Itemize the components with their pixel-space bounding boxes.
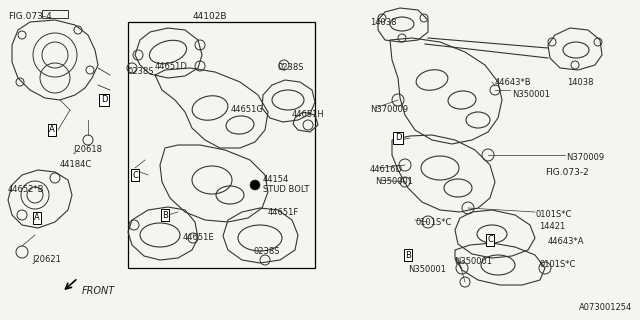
- Text: 44184C: 44184C: [60, 160, 92, 169]
- Text: 44651H: 44651H: [292, 110, 324, 119]
- Text: 44154: 44154: [263, 175, 289, 184]
- Text: 44102B: 44102B: [193, 12, 227, 21]
- Text: C: C: [132, 171, 138, 180]
- Text: 0101S*C: 0101S*C: [536, 210, 572, 219]
- Text: 0101S*C: 0101S*C: [539, 260, 575, 269]
- Text: 44651E: 44651E: [183, 233, 214, 242]
- Text: N370009: N370009: [566, 153, 604, 162]
- Text: 0238S: 0238S: [128, 67, 154, 76]
- Text: N350001: N350001: [512, 90, 550, 99]
- Text: FIG.073-2: FIG.073-2: [545, 168, 589, 177]
- Text: STUD BOLT: STUD BOLT: [263, 185, 309, 194]
- Text: A: A: [49, 125, 55, 134]
- Text: D: D: [100, 95, 108, 105]
- Text: N350001: N350001: [375, 177, 413, 186]
- Text: 44616D: 44616D: [370, 165, 403, 174]
- Bar: [128, 22, 315, 268]
- Text: N370009: N370009: [370, 105, 408, 114]
- Circle shape: [250, 180, 260, 190]
- Text: FRONT: FRONT: [82, 286, 115, 296]
- Text: N350001: N350001: [454, 257, 492, 266]
- Text: 44643*B: 44643*B: [495, 78, 532, 87]
- Text: A: A: [34, 213, 40, 222]
- Text: 14421: 14421: [539, 222, 565, 231]
- Text: 14038: 14038: [567, 78, 593, 87]
- Text: 44651G: 44651G: [231, 105, 264, 114]
- Text: 0101S*C: 0101S*C: [416, 218, 452, 227]
- Text: 14038: 14038: [370, 18, 397, 27]
- Text: N350001: N350001: [408, 265, 446, 274]
- Text: 44643*A: 44643*A: [548, 237, 584, 246]
- Text: D: D: [395, 133, 401, 142]
- Text: B: B: [405, 251, 411, 260]
- Text: J20618: J20618: [73, 145, 102, 154]
- Text: 44651F: 44651F: [268, 208, 300, 217]
- Text: 44652*B: 44652*B: [8, 185, 45, 194]
- Text: B: B: [162, 211, 168, 220]
- Text: A073001254: A073001254: [579, 303, 632, 312]
- Text: J20621: J20621: [32, 255, 61, 264]
- Text: 0238S: 0238S: [253, 247, 280, 256]
- Text: 0238S: 0238S: [278, 63, 305, 72]
- Text: 44651D: 44651D: [155, 62, 188, 71]
- Text: FIG.073-4: FIG.073-4: [8, 12, 52, 21]
- Text: C: C: [487, 236, 493, 244]
